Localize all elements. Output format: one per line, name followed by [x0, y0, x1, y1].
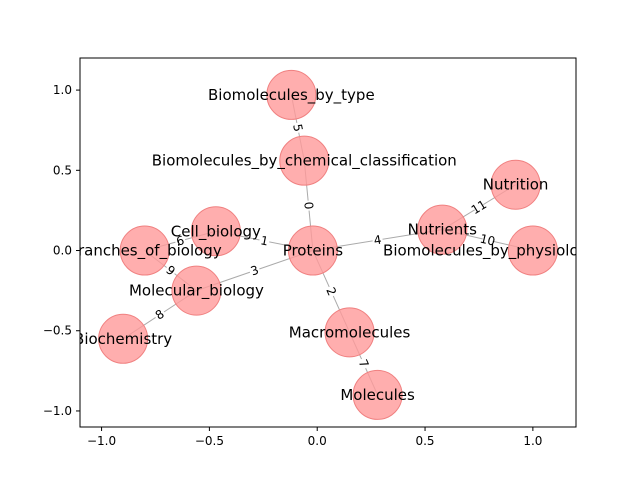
node-Biomolecules_by_type [266, 69, 317, 120]
node-label: Proteins [283, 242, 344, 260]
edge-label-background [481, 232, 495, 249]
x-tick-label: −0.5 [195, 434, 224, 448]
node-Biomolecules_by_chemical_classification [279, 135, 330, 186]
edge-label-background [247, 262, 262, 279]
axes-frame [79, 57, 577, 428]
edge-label-group: 8 [151, 306, 168, 324]
nodes-layer [98, 69, 558, 420]
node-label: Cell_biology [171, 222, 261, 241]
node-Molecular_biology [171, 265, 222, 316]
y-tick-label: 1.0 [53, 83, 72, 97]
ticks-layer: −1.0 −0.5 0.0 0.5 1.0 1.0 0.5 0.0 −0.5 −1.0 [43, 83, 543, 448]
node-Cell_biology [190, 206, 241, 257]
y-tick-label: 0.5 [53, 163, 72, 177]
x-tick-label: 1.0 [523, 434, 542, 448]
node-Macromolecules [324, 307, 375, 358]
node-label: Biomolecules_by_physiological_function [383, 242, 640, 261]
edge-label-background [355, 356, 373, 372]
edge-label: 4 [373, 233, 383, 248]
node-Nutrients [417, 204, 468, 255]
node-Branches_of_biology [119, 225, 170, 276]
edge-label: 3 [249, 263, 261, 279]
node-Biomolecules_by_physiological_function [507, 225, 558, 276]
edge-label: 6 [175, 233, 186, 249]
edge-label: 1 [259, 233, 269, 248]
node-label: Nutrition [483, 176, 549, 194]
edge-label-background [301, 199, 317, 212]
edge-label: 0 [301, 201, 316, 210]
node-label: Branches_of_biology [68, 242, 222, 261]
edge-label-background [173, 232, 187, 249]
edge-label-group: 1 [258, 233, 271, 249]
edge-label: 5 [290, 123, 305, 133]
edge-label-background [289, 121, 306, 135]
x-tick-label: −1.0 [87, 434, 116, 448]
node-Nutrition [490, 159, 541, 210]
y-tick-label: −0.5 [43, 324, 72, 338]
y-tick-label: −1.0 [43, 404, 72, 418]
node-label: Biomolecules_by_chemical_classification [152, 152, 457, 171]
edge-label-group: 11 [469, 197, 489, 217]
edge-label-group: 6 [173, 232, 187, 249]
edge-label-background [162, 261, 179, 280]
edge-label-group: 2 [322, 284, 340, 299]
edge-label-background [151, 306, 168, 324]
edge-label-group: 3 [247, 262, 262, 279]
x-tick-label: 0.5 [415, 434, 434, 448]
node-label: Molecular_biology [129, 282, 264, 301]
node-Molecules [352, 369, 403, 420]
edge-label-background [471, 198, 487, 216]
edge-label: 10 [479, 232, 497, 249]
node-Proteins [287, 225, 338, 276]
edge-label-background [371, 232, 384, 248]
node-label: Biomolecules_by_type [208, 86, 375, 105]
y-tick-label: 0.0 [53, 244, 72, 258]
node-labels-layer: Proteins Biomolecules_by_chemical_classif… [68, 86, 640, 404]
edge-label-group: 10 [479, 232, 497, 249]
node-Biochemistry [98, 313, 149, 364]
node-label: Molecules [340, 386, 415, 404]
edge-label-background [322, 284, 340, 299]
edge-label-group: 4 [371, 232, 384, 248]
x-tick-label: 0.0 [308, 434, 327, 448]
edge-label-background [258, 233, 271, 249]
node-label: Macromolecules [289, 323, 411, 341]
node-label: Biochemistry [74, 330, 172, 348]
edge-label-group: 0 [301, 199, 317, 212]
edge-label: 11 [469, 197, 489, 217]
edge-label-group: 5 [289, 121, 306, 135]
edge-label-group: 7 [355, 356, 373, 372]
node-label: Nutrients [408, 221, 478, 239]
